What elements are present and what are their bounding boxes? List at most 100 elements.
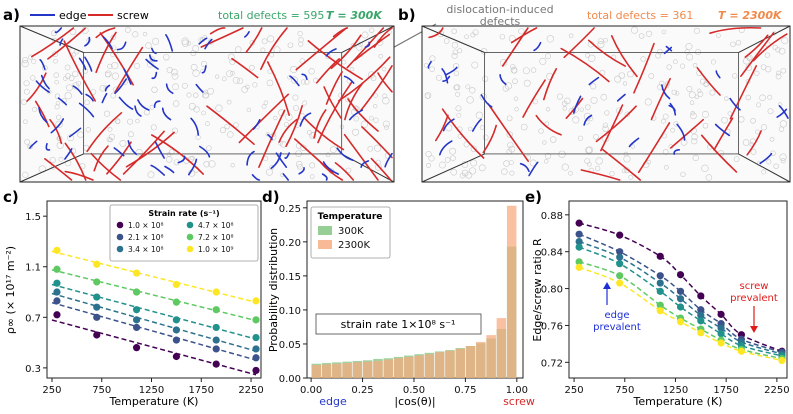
defect-atom — [192, 69, 200, 77]
defect-atom — [568, 33, 574, 39]
defect-atom — [147, 61, 154, 68]
data-point — [132, 269, 141, 277]
defect-atom — [23, 119, 28, 124]
data-point — [656, 272, 664, 280]
x-tick-label: 1750 — [713, 385, 738, 396]
defect-atom — [664, 165, 669, 170]
defect-atom — [302, 100, 308, 106]
defect-atom — [115, 119, 121, 125]
edge-dislocation — [38, 106, 48, 123]
defect-atom — [539, 57, 547, 65]
screw-dislocation — [334, 162, 355, 181]
screw-dislocation — [231, 57, 259, 79]
histogram-bar — [455, 348, 465, 378]
y-tick-label: 0.76 — [541, 321, 563, 332]
data-point — [172, 280, 180, 289]
box-edge — [738, 153, 791, 183]
edge-dislocation — [102, 36, 113, 50]
panel-c-ticks: 250 750 1250 1750 2250 0.3 0.7 1.1 1.5 — [25, 212, 264, 396]
edge-dislocation — [137, 99, 150, 111]
defect-atom — [657, 48, 663, 55]
defect-atom — [775, 73, 782, 80]
data-point — [93, 331, 101, 339]
data-point — [616, 248, 624, 256]
panel-e-screw-arrowhead — [750, 326, 758, 333]
data-point — [697, 306, 705, 314]
defect-atom — [22, 171, 29, 178]
defect-atom — [55, 101, 61, 106]
legend-label: 2300K — [338, 240, 370, 251]
data-point — [53, 279, 61, 287]
edge-dislocation — [275, 152, 288, 168]
defect-atom — [506, 115, 513, 122]
screw-dislocation — [122, 130, 165, 175]
defect-atom — [290, 76, 299, 84]
defect-atom — [373, 93, 378, 98]
defect-atom — [545, 53, 551, 60]
defect-atom — [514, 107, 519, 112]
defect-atom — [292, 94, 299, 101]
data-point — [212, 336, 220, 344]
edge-dislocation — [442, 75, 451, 82]
defect-atom — [702, 122, 709, 129]
defect-atom — [603, 37, 608, 43]
defect-atom — [21, 60, 29, 68]
data-point — [676, 303, 685, 311]
defect-atom — [464, 34, 469, 40]
data-point — [93, 313, 101, 321]
defect-atom — [780, 67, 787, 74]
defect-atom — [614, 75, 622, 83]
defect-atom — [686, 85, 693, 92]
data-point — [656, 287, 664, 295]
defect-atom — [171, 72, 179, 80]
defect-atom — [32, 106, 38, 112]
defect-atom — [600, 93, 608, 101]
edge-dislocation — [298, 167, 305, 175]
defect-atom — [716, 33, 721, 38]
defect-atom — [378, 54, 384, 59]
defect-atom — [602, 125, 609, 132]
defect-atom — [584, 158, 591, 165]
panel-b-temp: T = 2300K — [718, 9, 783, 22]
defect-atom — [556, 93, 564, 100]
screw-dislocation — [34, 100, 50, 128]
edge-dislocation — [204, 38, 213, 50]
defect-atom — [755, 129, 760, 135]
defect-atom — [513, 96, 519, 101]
defect-atom — [230, 70, 235, 76]
legend-label: 1.0 × 10⁹ — [198, 245, 234, 254]
defect-atom — [31, 58, 37, 64]
panel-d-legend-title: Temperature — [318, 212, 383, 222]
defect-atom — [754, 70, 760, 76]
fit-curve — [578, 240, 783, 355]
edge-dislocation — [301, 73, 308, 80]
panel-c-points — [53, 246, 260, 375]
defect-atom — [512, 78, 518, 85]
screw-dislocation — [209, 27, 226, 35]
defect-atom — [261, 104, 267, 109]
defect-atom — [467, 126, 473, 132]
data-point — [172, 352, 180, 361]
defect-atom — [689, 100, 695, 105]
defect-atom — [595, 157, 603, 165]
defect-atom — [298, 41, 304, 47]
screw-dislocation — [441, 108, 485, 159]
panel-a-defects: total defects = 595 — [218, 9, 324, 22]
defect-atom — [353, 115, 359, 122]
defect-atom — [360, 120, 369, 128]
screw-dislocation — [323, 86, 342, 119]
x-tick-label: 1750 — [189, 385, 214, 396]
defect-atom — [54, 93, 61, 99]
defect-atom — [233, 122, 239, 128]
defect-atom — [367, 146, 373, 152]
panel-d-edge-label: edge — [319, 395, 347, 408]
screw-dislocation — [95, 31, 117, 74]
defect-atom — [518, 28, 525, 35]
defect-atom — [742, 139, 750, 146]
defect-atom — [648, 73, 655, 79]
data-point — [53, 297, 61, 305]
data-point — [93, 293, 101, 301]
panel-d-annotation-box — [315, 313, 482, 335]
defect-atom — [451, 52, 458, 59]
data-point — [717, 310, 725, 318]
